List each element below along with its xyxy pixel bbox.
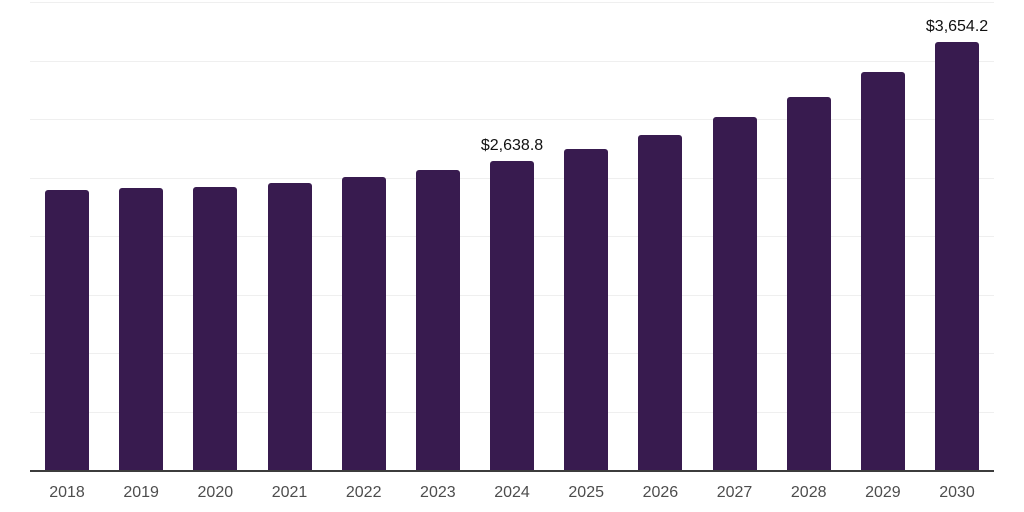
x-tick-label-2023: 2023 — [420, 484, 456, 501]
bar-2019 — [119, 188, 164, 470]
bar-2028 — [786, 96, 831, 470]
x-tick-label-2021: 2021 — [271, 484, 308, 501]
bar-2018 — [45, 190, 89, 470]
x-tick-label-2025: 2025 — [568, 484, 604, 501]
x-tick-label-2024: 2024 — [494, 484, 530, 501]
bar-2026 — [638, 134, 683, 470]
x-tick-label-2020: 2020 — [197, 484, 234, 501]
bar-2020 — [193, 186, 238, 470]
x-tick-label-2026: 2026 — [642, 484, 679, 501]
bar-2021 — [267, 183, 312, 470]
x-tick-label-2019: 2019 — [123, 484, 159, 501]
gridline — [30, 119, 994, 120]
gridline — [30, 60, 994, 62]
x-axis-line — [30, 470, 994, 472]
x-tick-label-2018: 2018 — [49, 484, 85, 501]
bar-value-label-2030: $3,654.2 — [925, 18, 989, 36]
bar-2029 — [860, 71, 905, 470]
bar-value-label-2024: $2,638.8 — [480, 137, 544, 155]
x-tick-label-2022: 2022 — [345, 484, 382, 501]
plot-area: $2,638.8 $3,654.2 — [30, 2, 994, 472]
bar-2027 — [712, 117, 757, 470]
bar-2030 — [935, 42, 980, 470]
gridline — [30, 2, 994, 3]
x-tick-label-2029: 2029 — [865, 484, 901, 501]
bar-2025 — [564, 149, 609, 470]
bar-2022 — [341, 177, 386, 470]
bar-2023 — [415, 169, 460, 470]
x-tick-label-2030: 2030 — [939, 484, 975, 501]
bar-2024 — [490, 161, 535, 470]
x-tick-label-2027: 2027 — [716, 484, 753, 501]
x-tick-label-2028: 2028 — [790, 484, 827, 501]
x-axis: 2018 2019 2020 2021 2022 2023 2024 2025 2026 2027… — [30, 485, 994, 503]
